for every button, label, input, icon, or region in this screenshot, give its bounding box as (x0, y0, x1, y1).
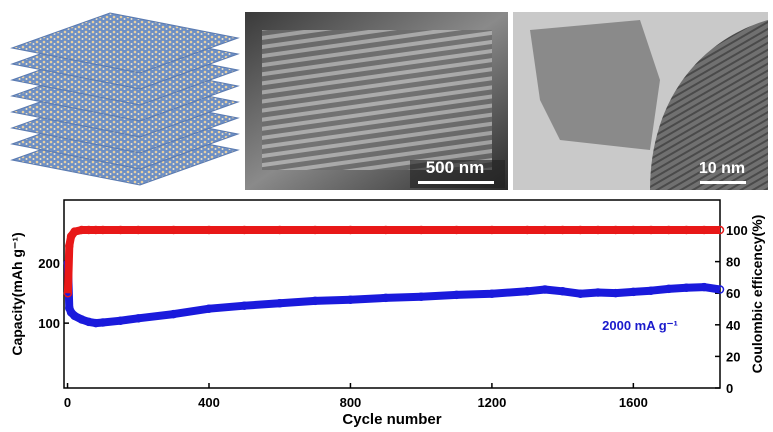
scale-bar (418, 181, 494, 184)
series-line (68, 230, 720, 293)
scale-bar-label: 10 nm (699, 160, 745, 177)
x-tick-label: 1600 (619, 395, 648, 410)
x-tick-label: 800 (340, 395, 362, 410)
y-tick-label: 200 (38, 256, 60, 271)
x-axis-label: Cycle number (342, 411, 441, 428)
y2-tick-label: 60 (726, 286, 740, 301)
figure: 500 nm 10 nm Capacity(mAh g⁻¹) Coulombic… (0, 0, 773, 432)
y-tick-label: 100 (38, 316, 60, 331)
x-tick-label: 400 (198, 395, 220, 410)
scale-bar-label: 500 nm (426, 158, 485, 177)
series-line (68, 263, 720, 323)
x-tick-label: 1200 (477, 395, 506, 410)
sem-image: 500 nm (245, 12, 508, 190)
y2-tick-label: 100 (726, 223, 748, 238)
y2-tick-label: 20 (726, 349, 740, 364)
figure-svg: 500 nm 10 nm Capacity(mAh g⁻¹) Coulombic… (0, 0, 773, 432)
y-axis-label: Capacity(mAh g⁻¹) (9, 232, 25, 355)
y2-tick-label: 80 (726, 255, 740, 270)
x-tick-label: 0 (64, 395, 71, 410)
y2-tick-label: 0 (726, 381, 733, 396)
y2-tick-label: 40 (726, 318, 740, 333)
y2-axis-label: Coulombic efficency(%) (749, 215, 765, 374)
annotation: 2000 mA g⁻¹ (602, 318, 678, 333)
scale-bar (700, 181, 746, 184)
tem-image: 10 nm (513, 12, 768, 190)
layered-schematic (12, 13, 238, 185)
